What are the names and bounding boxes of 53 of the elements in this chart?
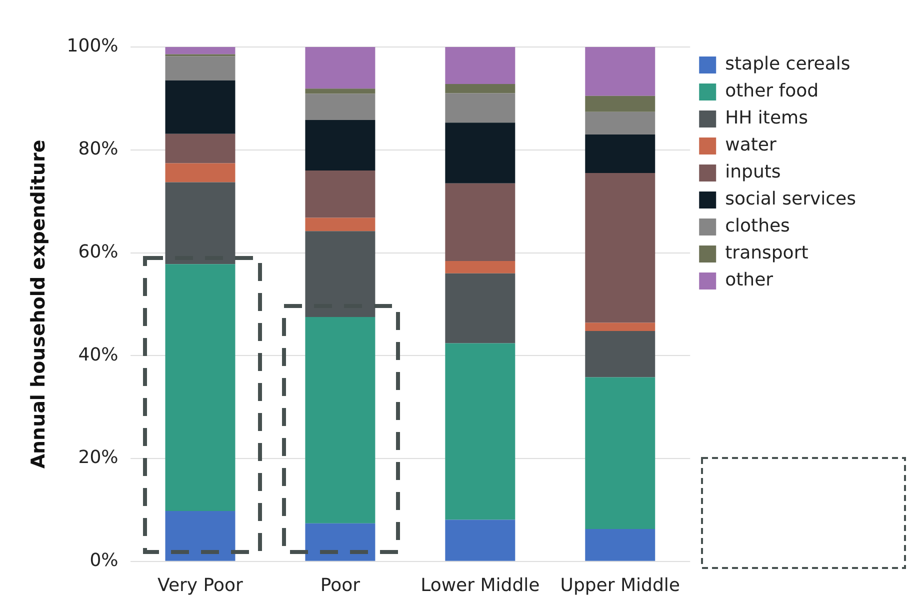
bar	[585, 96, 656, 112]
bar	[305, 94, 376, 120]
x-tick-label: Upper Middle	[560, 574, 680, 596]
y-tick-label: 60%	[78, 241, 118, 262]
bar	[585, 528, 656, 561]
bar	[445, 93, 516, 123]
y-tick-label: 100%	[66, 36, 118, 57]
bar	[165, 510, 236, 561]
legend-label: inputs	[725, 162, 781, 183]
bar	[445, 520, 516, 561]
legend-label: transport	[725, 242, 808, 264]
bar	[445, 343, 516, 520]
y-tick-label: 20%	[78, 447, 118, 468]
y-tick-label: 0%	[90, 550, 118, 572]
y-tick-label: 80%	[78, 138, 118, 160]
legend-label: clothes	[725, 216, 790, 237]
bar	[165, 182, 236, 264]
bar	[305, 88, 376, 94]
x-tick-label: Lower Middle	[420, 574, 540, 596]
bar	[305, 218, 376, 232]
bar	[445, 183, 516, 261]
bar	[165, 80, 236, 134]
bar	[305, 120, 376, 170]
bar	[165, 47, 236, 54]
bar	[445, 260, 516, 274]
legend-label: water	[725, 134, 777, 156]
bar	[445, 122, 516, 184]
bar	[305, 47, 376, 89]
bar	[305, 170, 376, 218]
bar	[445, 273, 516, 344]
bar	[445, 84, 516, 94]
bar	[585, 377, 656, 529]
bar	[165, 163, 236, 182]
bar	[585, 134, 656, 174]
legend-label: social services	[725, 188, 856, 210]
bar	[585, 173, 656, 323]
bar	[165, 134, 236, 164]
bar	[305, 231, 376, 318]
bar	[585, 112, 656, 134]
x-tick-label: Very Poor	[158, 574, 244, 596]
y-axis-title: Annual household expenditure	[27, 140, 50, 469]
legend-label: other	[725, 270, 774, 291]
x-tick-label: Poor	[320, 574, 361, 596]
legend-label: staple cereals	[725, 54, 850, 75]
bar	[585, 322, 656, 331]
bar	[445, 47, 516, 84]
legend-label: HH items	[725, 108, 808, 129]
bar	[585, 47, 656, 96]
legend-label: other food	[725, 80, 819, 102]
y-tick-label: 40%	[78, 344, 118, 366]
bar	[305, 523, 376, 561]
bar	[165, 56, 236, 80]
bar	[585, 330, 656, 378]
